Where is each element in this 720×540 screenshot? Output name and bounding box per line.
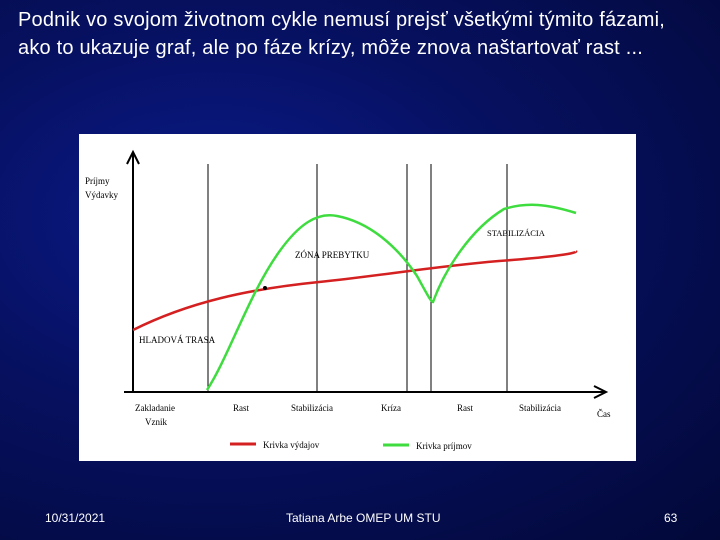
slide-title: Podnik vo svojom životnom cykle nemusí p…	[18, 9, 666, 59]
y-axis-label-1: Príjmy	[85, 176, 110, 186]
phase-label-0: Zakladanie	[135, 403, 175, 413]
annotation-hunger: HLADOVÁ TRASA	[139, 335, 216, 345]
phase-label-3: Kríza	[381, 403, 401, 413]
life-cycle-chart: Príjmy Výdavky HLADOVÁ TRASA ZÓNA PREBYT…	[79, 134, 636, 461]
phase-label-5: Stabilizácia	[519, 403, 561, 413]
annotation-surplus: ZÓNA PREBYTKU	[295, 250, 370, 260]
phase-label-2: Stabilizácia	[291, 403, 333, 413]
legend-revenue-label: Krivka príjmov	[416, 441, 472, 451]
legend-expenses-label: Krivka výdajov	[263, 440, 320, 450]
x-axis-arrow	[593, 385, 609, 399]
expenses-curve	[132, 249, 578, 332]
y-axis-arrow	[126, 149, 140, 165]
intersection-point	[263, 286, 267, 290]
phase-dividers	[207, 164, 508, 392]
axes	[124, 149, 609, 399]
chart-svg: Príjmy Výdavky HLADOVÁ TRASA ZÓNA PREBYT…	[85, 149, 611, 451]
phase-label-0-sub: Vznik	[145, 417, 167, 427]
phase-label-4: Rast	[457, 403, 474, 413]
footer-date: 10/31/2021	[45, 511, 106, 525]
footer-page-number: 63	[664, 511, 678, 525]
phase-labels: Zakladanie Vznik Rast Stabilizácia Kríza…	[135, 403, 561, 427]
footer-author: Tatiana Arbe OMEP UM STU	[286, 511, 441, 525]
annotation-stabilization: STABILIZÁCIA	[487, 228, 546, 238]
phase-label-1: Rast	[233, 403, 250, 413]
legend: Krivka výdajov Krivka príjmov	[230, 440, 472, 451]
x-axis-label: Čas	[597, 409, 611, 419]
y-axis-label-2: Výdavky	[85, 190, 118, 200]
revenue-curve	[205, 203, 577, 391]
